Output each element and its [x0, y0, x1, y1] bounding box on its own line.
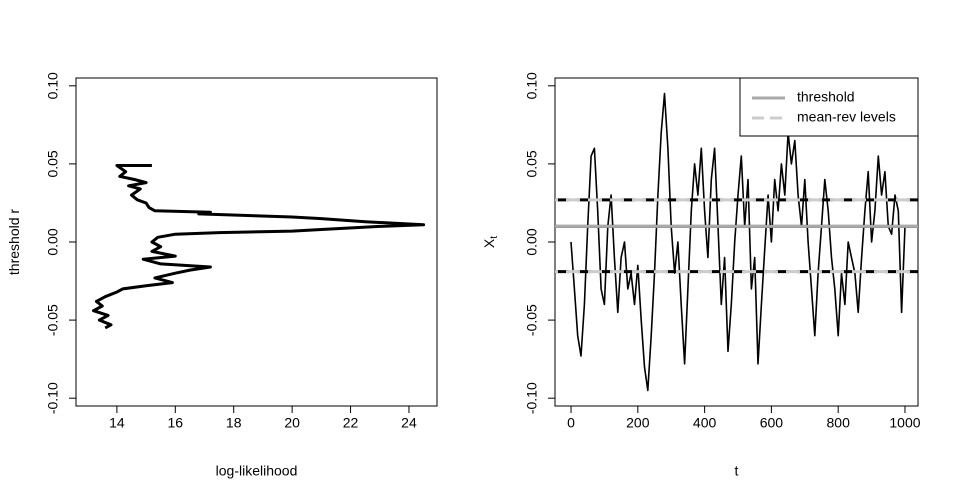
- legend-box: [739, 77, 919, 137]
- y-tick-label: -0.10: [524, 382, 540, 414]
- y-tick-label: 0.05: [524, 150, 540, 177]
- x-tick-label: 600: [760, 415, 784, 431]
- y-tick-label: 0.00: [524, 228, 540, 255]
- y-tick-label: 0.10: [45, 72, 61, 99]
- y-tick-label: 0.05: [45, 150, 61, 177]
- x-tick-label: 20: [284, 415, 300, 431]
- y-axis-label: Xt: [481, 236, 500, 248]
- y-tick-label: 0.10: [524, 72, 540, 99]
- x-tick-label: 24: [401, 415, 417, 431]
- y-tick-label: -0.05: [45, 304, 61, 336]
- x-tick-label: 16: [168, 415, 184, 431]
- legend-label: threshold: [797, 89, 855, 105]
- y-tick-label: 0.00: [45, 228, 61, 255]
- data-line: [570, 92, 906, 392]
- y-tick-label: -0.05: [524, 304, 540, 336]
- x-tick-label: 14: [109, 415, 125, 431]
- x-tick-label: 800: [827, 415, 851, 431]
- x-axis-label: t: [735, 463, 739, 479]
- x-tick-label: 400: [693, 415, 717, 431]
- x-tick-label: 18: [226, 415, 242, 431]
- y-axis-label: threshold r: [6, 209, 22, 275]
- x-tick-label: 0: [567, 415, 575, 431]
- y-axis-label-main: X: [481, 238, 497, 248]
- x-axis-label: log-likelihood: [216, 463, 298, 479]
- data-line: [92, 164, 426, 330]
- x-tick-label: 1000: [889, 415, 920, 431]
- plot-frame: [75, 77, 438, 407]
- y-axis-label-subscript: t: [489, 236, 500, 239]
- y-tick-label: -0.10: [45, 382, 61, 414]
- x-tick-label: 200: [626, 415, 650, 431]
- legend-label: mean-rev levels: [797, 109, 896, 125]
- x-tick-label: 22: [343, 415, 359, 431]
- y-axis-label-main: threshold r: [6, 209, 22, 275]
